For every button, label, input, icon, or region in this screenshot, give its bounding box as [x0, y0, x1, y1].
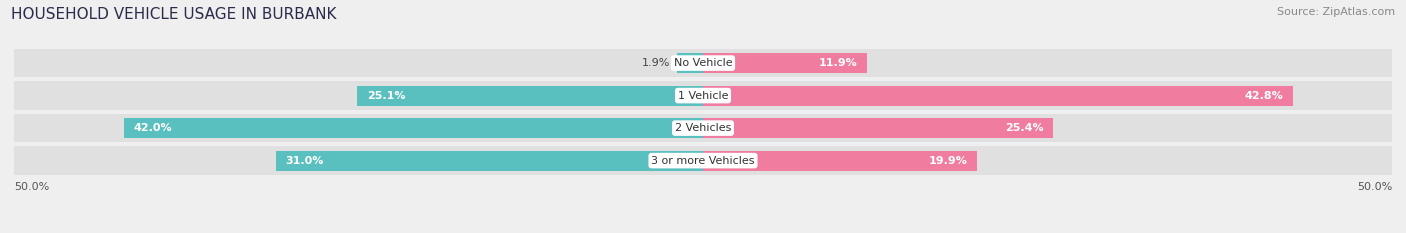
- Bar: [14, 49, 1392, 77]
- Text: 50.0%: 50.0%: [1357, 182, 1392, 192]
- Bar: [14, 82, 1392, 110]
- Text: 25.1%: 25.1%: [367, 91, 405, 101]
- Text: 19.9%: 19.9%: [929, 156, 967, 166]
- Text: 31.0%: 31.0%: [285, 156, 323, 166]
- Text: Source: ZipAtlas.com: Source: ZipAtlas.com: [1277, 7, 1395, 17]
- Text: 42.0%: 42.0%: [134, 123, 173, 133]
- Text: 1.9%: 1.9%: [641, 58, 669, 68]
- Bar: [703, 53, 868, 73]
- Bar: [14, 147, 1392, 175]
- Text: 11.9%: 11.9%: [818, 58, 858, 68]
- Text: 3 or more Vehicles: 3 or more Vehicles: [651, 156, 755, 166]
- Text: 2 Vehicles: 2 Vehicles: [675, 123, 731, 133]
- Text: 25.4%: 25.4%: [1005, 123, 1043, 133]
- Bar: [276, 151, 703, 171]
- Bar: [703, 86, 1292, 106]
- Bar: [676, 53, 703, 73]
- Text: No Vehicle: No Vehicle: [673, 58, 733, 68]
- Text: 42.8%: 42.8%: [1244, 91, 1284, 101]
- Bar: [357, 86, 703, 106]
- Bar: [703, 118, 1053, 138]
- Bar: [703, 151, 977, 171]
- Bar: [124, 118, 703, 138]
- Text: 50.0%: 50.0%: [14, 182, 49, 192]
- Text: 1 Vehicle: 1 Vehicle: [678, 91, 728, 101]
- Bar: [14, 114, 1392, 142]
- Text: HOUSEHOLD VEHICLE USAGE IN BURBANK: HOUSEHOLD VEHICLE USAGE IN BURBANK: [11, 7, 337, 22]
